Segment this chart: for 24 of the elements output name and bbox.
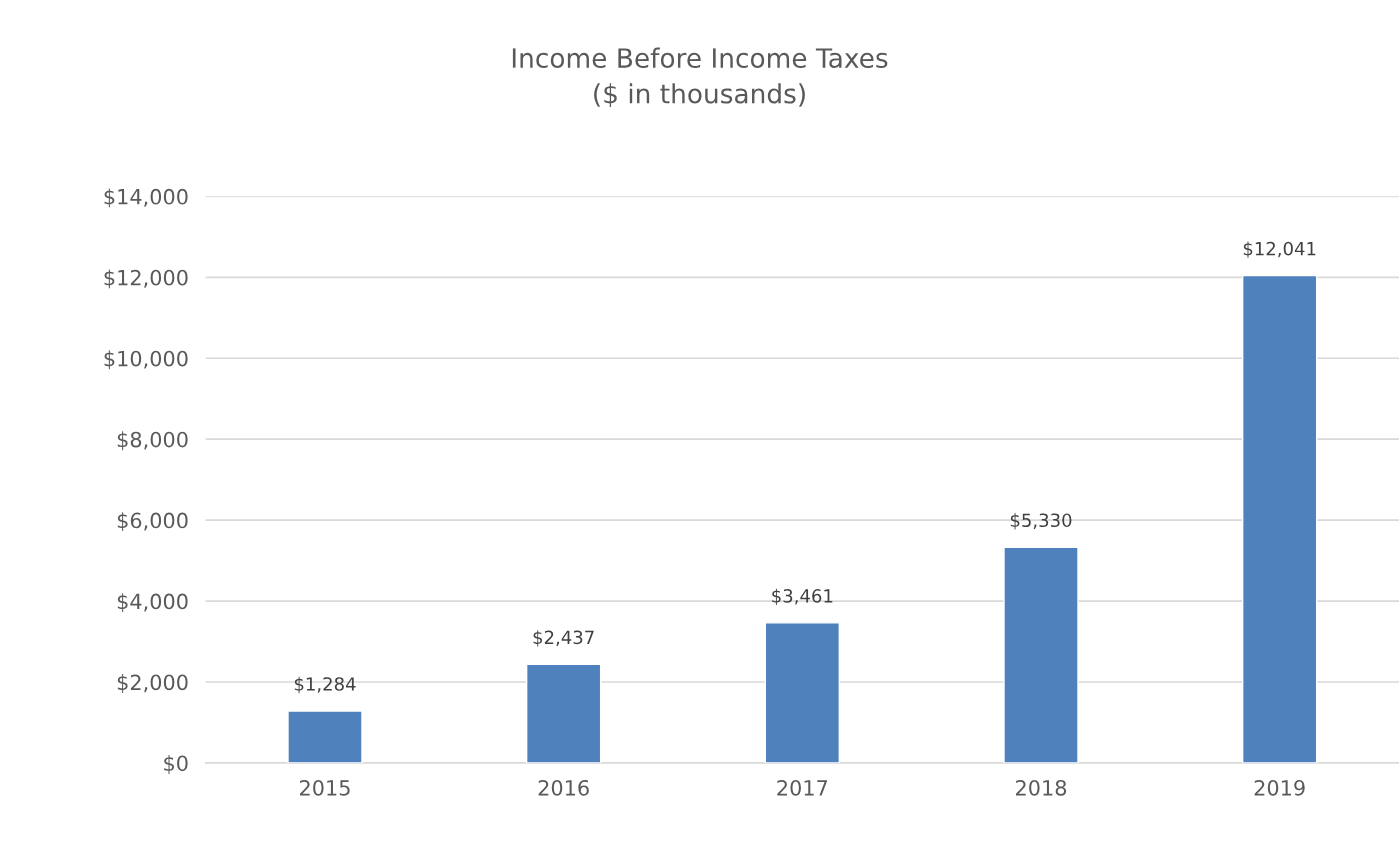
chart-title: Income Before Income Taxes ($ in thousands) <box>512 47 888 108</box>
bar <box>1003 546 1079 763</box>
data-label: $5,330 <box>1010 513 1072 530</box>
x-tick-label: 2018 <box>1016 779 1067 796</box>
y-tick-label: $10,000 <box>104 350 188 370</box>
y-tick-label: $14,000 <box>104 188 188 208</box>
data-label: $1,284 <box>294 676 356 694</box>
x-tick-label: 2017 <box>777 779 828 796</box>
x-tick-label: 2016 <box>538 779 589 796</box>
bar <box>764 622 841 763</box>
y-tick-label: $2,000 <box>117 674 188 693</box>
bar <box>525 663 602 763</box>
data-label: $3,461 <box>772 588 833 606</box>
y-tick-label: $4,000 <box>117 593 188 613</box>
y-tick-label: $0 <box>164 755 188 774</box>
x-tick-label: 2019 <box>1254 779 1305 796</box>
y-tick-label: $6,000 <box>117 512 188 532</box>
y-tick-label: $8,000 <box>117 431 188 451</box>
bar <box>1241 274 1318 763</box>
y-tick-label: $12,000 <box>104 269 188 289</box>
x-tick-label: 2015 <box>300 779 350 796</box>
bar <box>287 710 363 763</box>
data-label: $12,041 <box>1243 241 1316 258</box>
data-label: $2,437 <box>533 630 594 647</box>
